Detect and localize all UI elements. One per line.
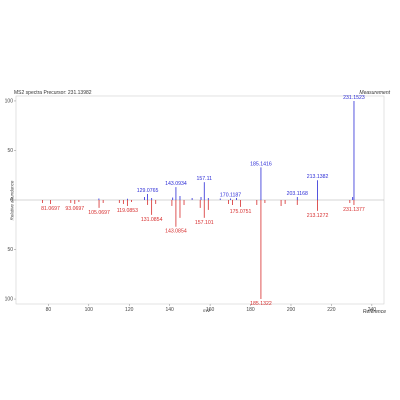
peak-label: 185.1416: [250, 161, 272, 167]
peak-label: 131.0854: [141, 217, 163, 223]
x-tick-label: 140: [165, 307, 174, 313]
chart-title: MS2 spectra Precursor: 231.13982: [14, 90, 92, 96]
peak-label: 93.0697: [65, 206, 84, 212]
axes: 100 50 0 50 100 80 100 120 140 160 180 200 220 240: [5, 99, 384, 313]
peak-label: 81.0697: [41, 206, 60, 212]
x-tick-label: 240: [368, 307, 377, 313]
peak-label: 185.1322: [250, 301, 272, 307]
peak-label: 231.1377: [343, 207, 365, 213]
peak-label: 157.11: [197, 176, 213, 182]
y-tick-label: 100: [5, 297, 14, 303]
x-tick-label: 120: [125, 307, 134, 313]
peak-labels: 129.0765 143.0934 157.11 170.1187 185.1416 20…: [41, 95, 365, 307]
x-axis-label: m/z: [203, 308, 211, 313]
peak-label: 231.1523: [343, 95, 365, 101]
peak-label: 157.101: [195, 220, 214, 226]
peak-label: 213.1382: [307, 174, 329, 180]
peak-label: 175.0751: [230, 209, 252, 215]
reference-label: Reference: [362, 309, 386, 315]
x-tick-label: 160: [206, 307, 215, 313]
x-tick-label: 100: [85, 307, 94, 313]
y-tick-label: 50: [7, 247, 13, 253]
x-tick-label: 180: [246, 307, 255, 313]
peak-label: 213.1272: [307, 213, 329, 219]
peak-label: 170.1187: [220, 193, 241, 199]
peak-label: 129.0765: [137, 188, 159, 194]
peak-label: 143.0854: [165, 229, 187, 235]
y-axis-label: Relative abundance: [9, 180, 15, 221]
x-tick-label: 200: [287, 307, 296, 313]
x-tick-label: 80: [46, 307, 52, 313]
peak-label: 203.1168: [287, 191, 308, 197]
x-tick-label: 220: [327, 307, 336, 313]
peak-label: 119.0853: [117, 208, 138, 214]
peak-label: 105.0697: [88, 210, 110, 216]
measurement-label: Measurement: [359, 90, 390, 96]
peaks: [42, 100, 355, 300]
y-tick-label: 0: [10, 198, 13, 204]
peak-label: 143.0934: [165, 181, 187, 187]
y-tick-label: 100: [5, 99, 14, 105]
y-tick-label: 50: [7, 148, 13, 154]
